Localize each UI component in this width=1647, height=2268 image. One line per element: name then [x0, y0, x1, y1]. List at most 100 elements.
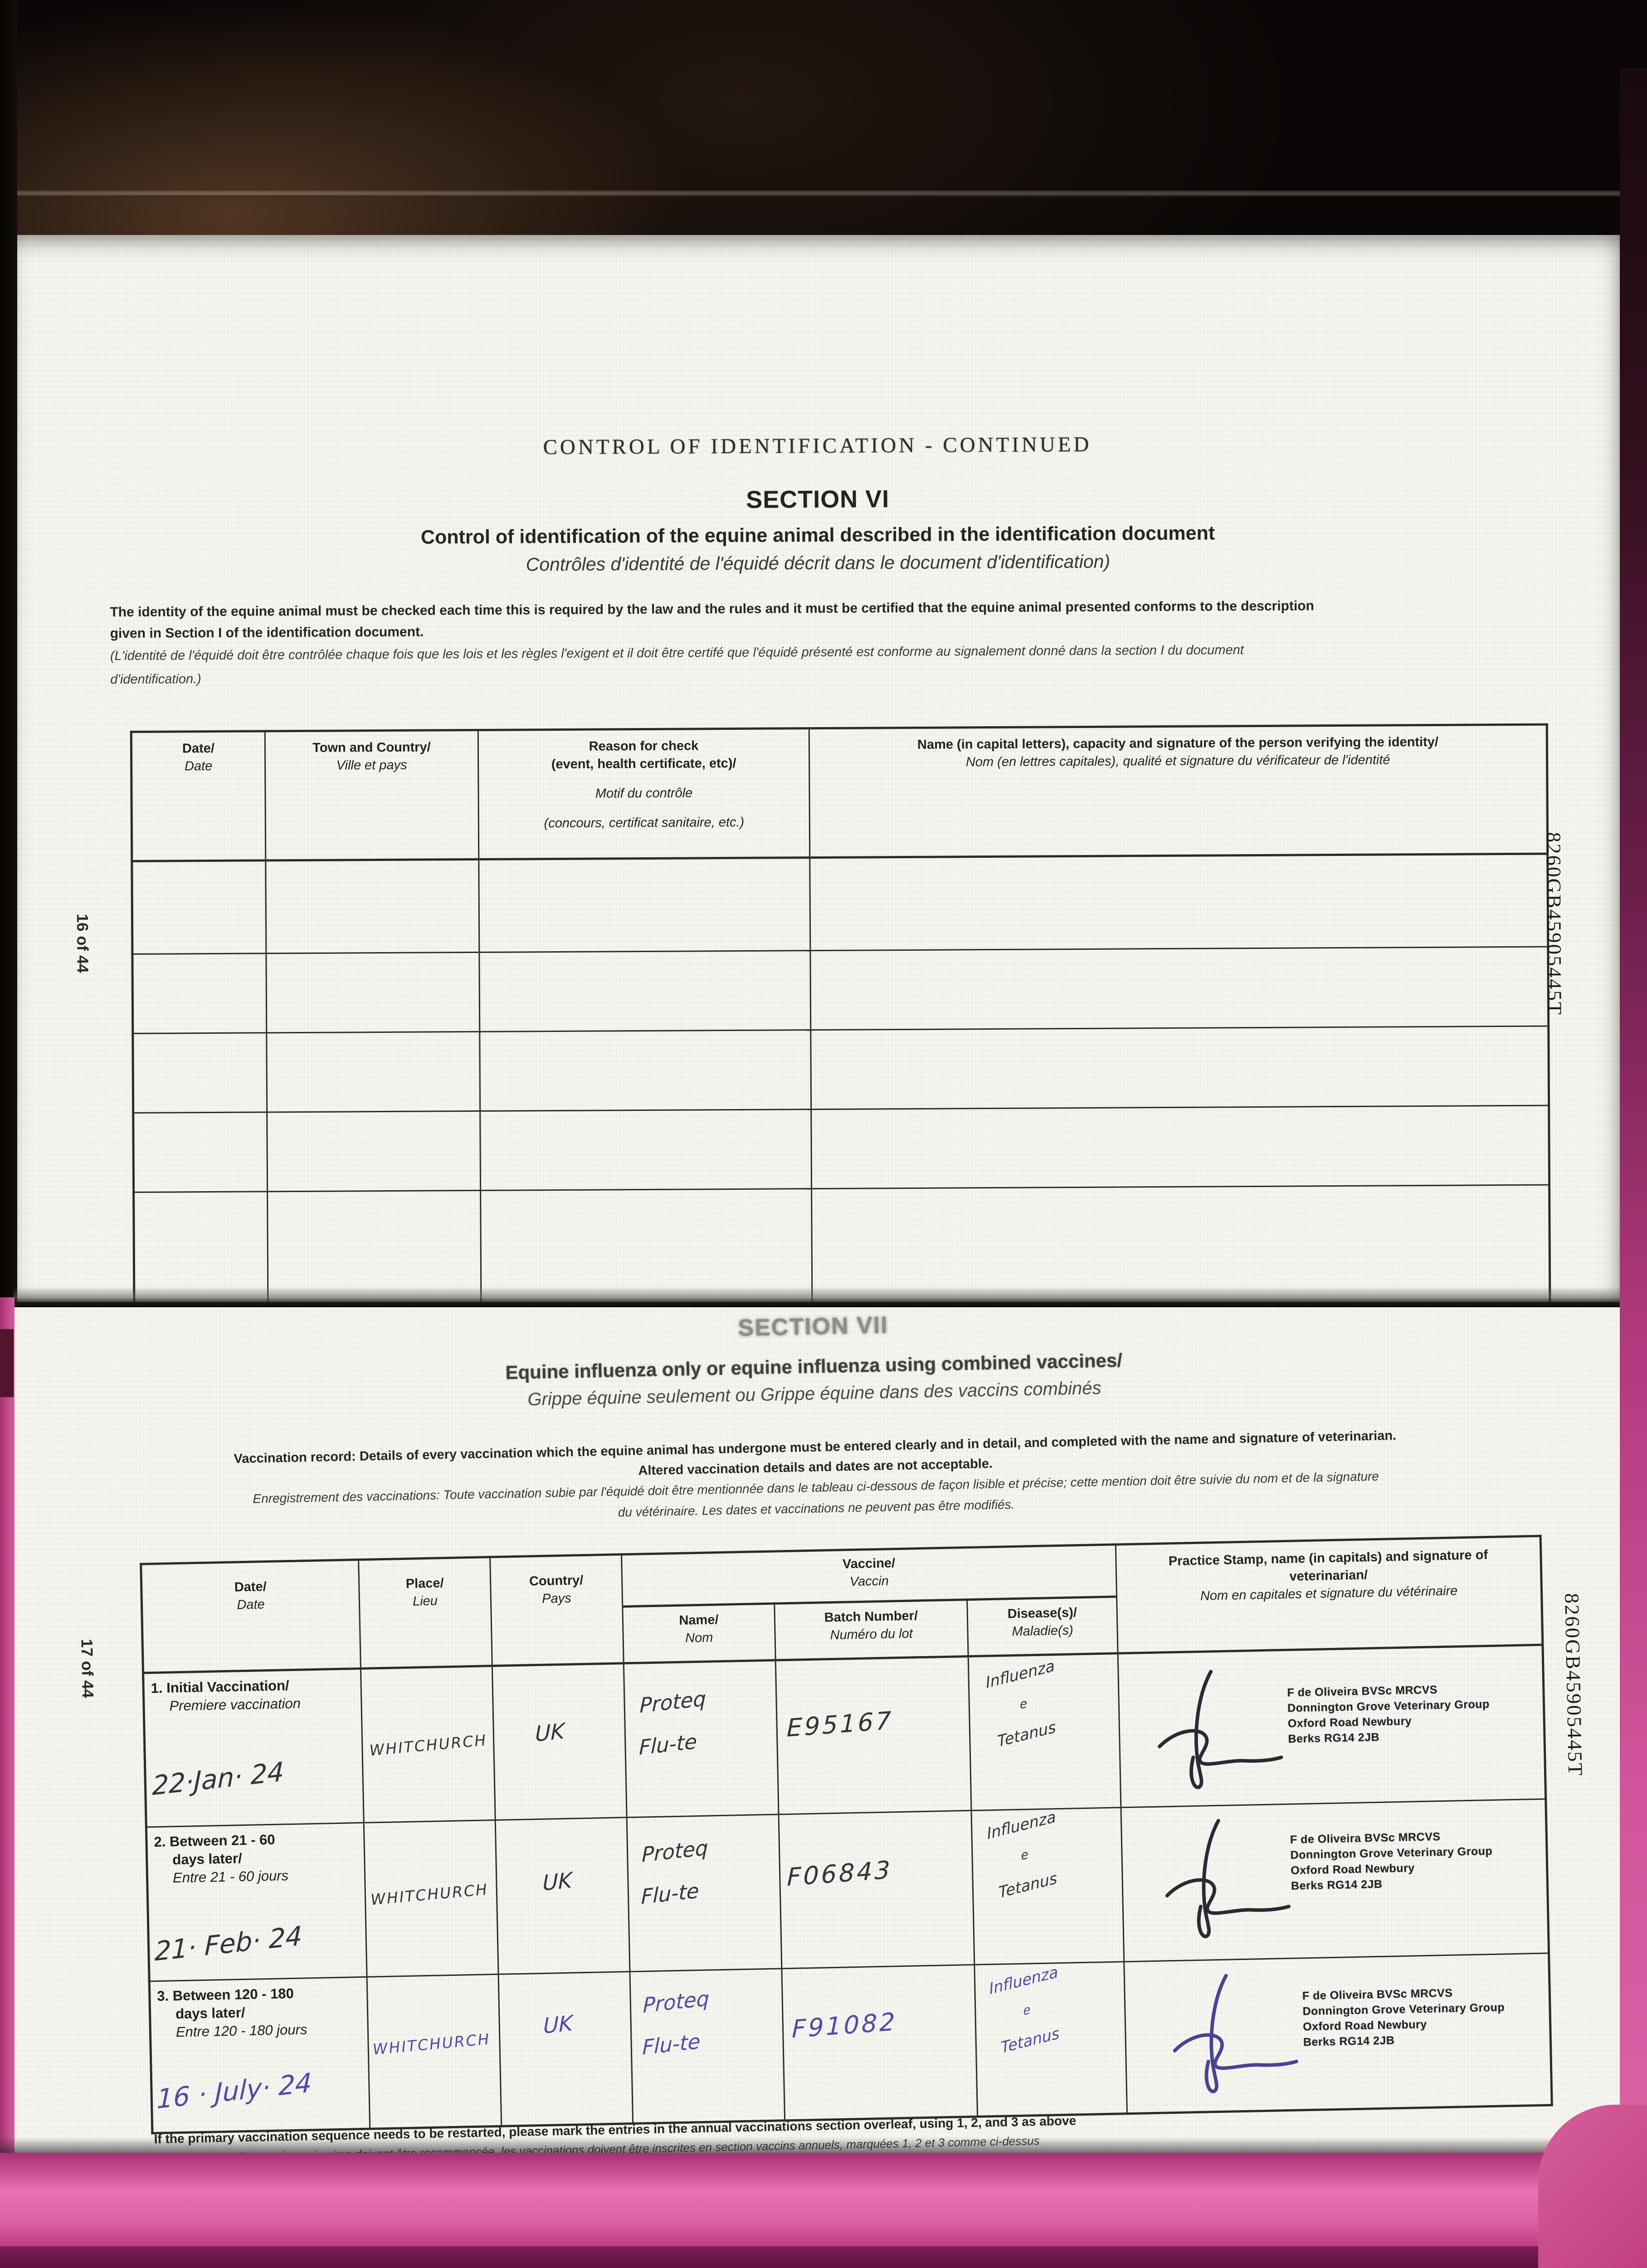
header-town-en: Town and Country/ — [312, 740, 431, 755]
row-2-label: 2. Between 21 - 60 days later/ Entre 21 … — [147, 1823, 365, 1888]
empty-cell — [811, 1105, 1550, 1189]
page-number-17: 17 of 44 — [78, 1638, 97, 1698]
vacc-header-place-en: Place/ — [405, 1576, 444, 1591]
empty-cell — [266, 1031, 480, 1112]
empty-cell — [132, 953, 267, 1034]
cell-disease: Influenza e Tetanus — [974, 1961, 1127, 2117]
vacc-header-vaccine-name: Name/ Nom — [622, 1603, 776, 1663]
cell-stamp: F de Oliveira BVSc MRCVS Donnington Grov… — [1121, 1799, 1549, 1962]
cell-country: UK — [492, 1663, 627, 1820]
vacc-header-date: Date/ Date — [141, 1559, 361, 1673]
page-section-6: CONTROL OF IDENTIFICATION - CONTINUED SE… — [17, 235, 1620, 1302]
cell-batch: E95167 — [775, 1656, 971, 1814]
header-name-en: Name (in capital letters), capacity and … — [917, 734, 1439, 752]
cell-vaccine-name: Proteq Flu-te — [629, 1968, 785, 2124]
page-fold-shadow — [14, 1286, 1628, 1310]
vacc-header-batch: Batch Number/ Numéro du lot — [774, 1599, 969, 1661]
handwritten-vaccine: Proteq Flu-te — [639, 1678, 707, 1769]
vacc-header-vaccine-fr: Vaccin — [849, 1574, 889, 1589]
cell-disease: Influenza e Tetanus — [971, 1807, 1124, 1965]
disease-line-3: Tetanus — [996, 1718, 1057, 1751]
handwritten-disease: Influenza e Tetanus — [988, 1963, 1065, 2058]
vaccine-line-1: Proteq — [643, 1986, 710, 2018]
header-reason-en-1: Reason for check — [589, 738, 699, 754]
vacc-header-vaccine-en: Vaccine/ — [842, 1556, 896, 1572]
vaccination-table: Date/ Date Place/ Lieu Country/ Pays Vac… — [140, 1535, 1553, 2135]
vacc-header-batch-fr: Numéro du lot — [830, 1626, 913, 1643]
handwritten-place: WHITCHURCH — [372, 2030, 491, 2058]
page-title: CONTROL OF IDENTIFICATION - CONTINUED — [543, 432, 1092, 459]
handwritten-date: 21· Feb· 24 — [154, 1920, 302, 1967]
empty-cell — [265, 859, 479, 953]
handwritten-vaccine: Proteq Flu-te — [642, 1978, 710, 2069]
handwritten-batch: F06843 — [787, 1855, 893, 1892]
disease-line-2: e — [1020, 1847, 1029, 1863]
cell-date: 2. Between 21 - 60 days later/ Entre 21 … — [146, 1823, 367, 1981]
header-reason-en-2: (event, health certificate, etc)/ — [551, 756, 736, 772]
empty-cell — [480, 1188, 812, 1302]
vacc-header-vname-fr: Nom — [685, 1630, 713, 1646]
cell-batch: F91082 — [781, 1965, 978, 2121]
page-7-content: SECTION VII Equine influenza only or equ… — [5, 1290, 1637, 2170]
column-header-verifier-name: Name (in capital letters), capacity and … — [809, 724, 1548, 858]
empty-cell — [267, 1111, 481, 1192]
handwritten-batch: F91082 — [791, 2007, 897, 2044]
header-name-fr: Nom (en lettres capitales), qualité et s… — [965, 753, 1390, 770]
empty-cell — [267, 1190, 482, 1302]
vacc-header-date-fr: Date — [237, 1597, 265, 1613]
header-reason-fr-2: (concours, certificat sanitaire, etc.) — [544, 815, 745, 831]
cell-place: WHITCHURCH — [361, 1666, 496, 1823]
practice-stamp: F de Oliveira BVSc MRCVS Donnington Grov… — [1287, 1681, 1490, 1747]
empty-cell — [132, 1032, 267, 1113]
vaccination-row-1: 1. Initial Vaccination/ Premiere vaccina… — [143, 1645, 1546, 1827]
header-reason-fr-1: Motif du contrôle — [595, 786, 693, 801]
vaccine-line-2: Flu-te — [638, 1729, 697, 1760]
cell-place: WHITCHURCH — [364, 1820, 499, 1977]
handwritten-country: UK — [543, 2010, 573, 2039]
handwritten-place: WHITCHURCH — [370, 1880, 489, 1909]
header-town-fr: Ville et pays — [336, 758, 407, 773]
vaccine-line-2: Flu-te — [642, 2029, 701, 2060]
empty-cell — [810, 1026, 1549, 1110]
empty-cell — [133, 1112, 268, 1193]
handwritten-date: 22·Jan· 24 — [152, 1756, 284, 1802]
cell-date: 1. Initial Vaccination/ Premiere vaccina… — [143, 1668, 364, 1827]
row-3-label: 3. Between 120 - 180 days later/ Entre 1… — [151, 1978, 368, 2042]
cell-vaccine-name: Proteq Flu-te — [624, 1660, 779, 1818]
cell-vaccine-name: Proteq Flu-te — [627, 1814, 782, 1972]
cell-batch: F06843 — [779, 1810, 975, 1969]
handwritten-place: WHITCHURCH — [369, 1731, 488, 1760]
disease-line-3: Tetanus — [998, 1869, 1058, 1902]
row-1-label: 1. Initial Vaccination/ Premiere vaccina… — [144, 1670, 361, 1716]
vaccine-line-1: Proteq — [639, 1686, 707, 1718]
page-bottom-shadow — [0, 2137, 1647, 2154]
page-6-content: CONTROL OF IDENTIFICATION - CONTINUED SE… — [17, 235, 1620, 1302]
column-header-date: Date/ Date — [131, 731, 266, 861]
vacc-header-country-en: Country/ — [529, 1573, 584, 1589]
vaccination-row-2: 2. Between 21 - 60 days later/ Entre 21 … — [146, 1799, 1549, 1981]
cover-pink-left-edge — [0, 1297, 15, 2159]
cell-disease: Influenza e Tetanus — [968, 1653, 1121, 1811]
cell-stamp: F de Oliveira BVSc MRCVS Donnington Grov… — [1124, 1953, 1552, 2114]
vaccine-line-2: Flu-te — [641, 1878, 699, 1909]
practice-stamp: F de Oliveira BVSc MRCVS Donnington Grov… — [1302, 1984, 1506, 2050]
column-header-town-country: Town and Country/ Ville et pays — [265, 730, 479, 860]
cover-pink-bottom-edge — [0, 2246, 1647, 2268]
vaccination-row-3: 3. Between 120 - 180 days later/ Entre 1… — [149, 1953, 1552, 2133]
disease-line-1: Influenza — [988, 1963, 1059, 1999]
veterinarian-signature — [1158, 1670, 1283, 1789]
page-number-16: 16 of 44 — [73, 914, 92, 973]
row-3-label-fr: Entre 120 - 180 jours — [175, 2021, 307, 2040]
vacc-header-batch-en: Batch Number/ — [824, 1608, 918, 1625]
vacc-header-country-fr: Pays — [541, 1591, 571, 1606]
vaccine-line-1: Proteq — [641, 1835, 708, 1867]
empty-cell — [811, 1185, 1550, 1302]
section-6-subtitle-fr: Contrôles d'identité de l'équidé décrit … — [526, 551, 1111, 575]
cell-stamp: F de Oliveira BVSc MRCVS Donnington Grov… — [1118, 1645, 1546, 1808]
vacc-header-stamp-en-2: veterinarian/ — [1289, 1568, 1368, 1584]
disease-line-1: Influenza — [984, 1657, 1056, 1692]
cover-left-dark-patch — [0, 1329, 14, 1397]
empty-cell — [132, 860, 266, 954]
vacc-header-stamp-en-1: Practice Stamp, name (in capitals) and s… — [1168, 1547, 1488, 1569]
row-1-label-fr: Premiere vaccination — [169, 1695, 301, 1714]
